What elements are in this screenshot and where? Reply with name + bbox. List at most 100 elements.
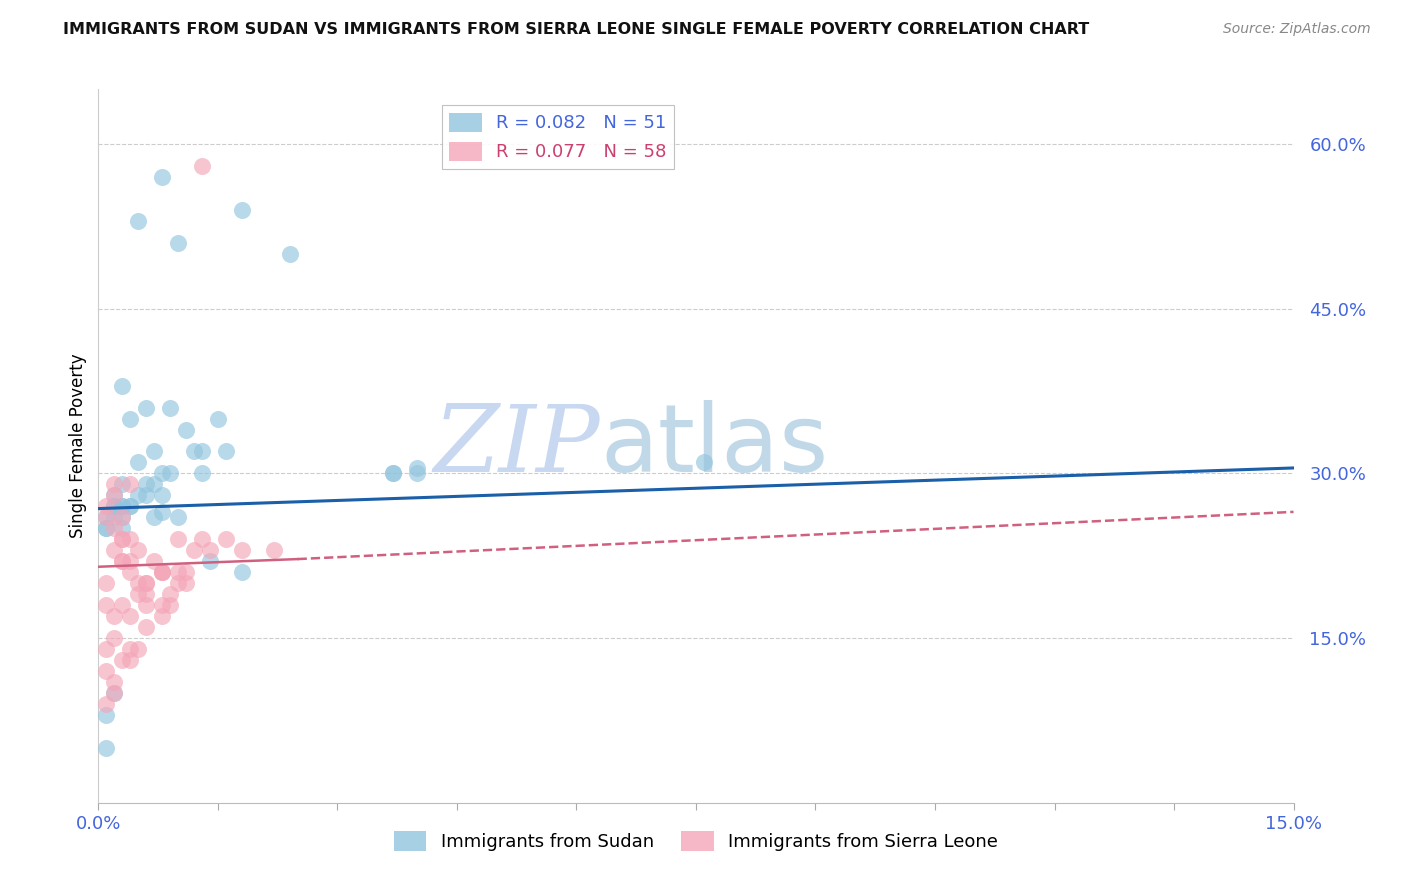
Point [167, 510, 190, 524]
Point [127, 455, 149, 469]
Y-axis label: Single Female Poverty: Single Female Poverty [69, 354, 87, 538]
Point [150, 488, 173, 502]
Point [127, 587, 149, 601]
Point [406, 461, 429, 475]
Point [174, 576, 197, 591]
Point [167, 533, 190, 547]
Point [111, 510, 134, 524]
Point [103, 631, 125, 645]
Point [135, 598, 157, 612]
Point [96, 521, 118, 535]
Point [96, 521, 118, 535]
Point [103, 510, 125, 524]
Text: ZIP: ZIP [433, 401, 600, 491]
Point [103, 477, 125, 491]
Point [96, 510, 118, 524]
Point [111, 500, 134, 514]
Point [143, 477, 166, 491]
Point [103, 609, 125, 624]
Point [198, 543, 221, 558]
Point [103, 500, 125, 514]
Point [263, 543, 285, 558]
Point [191, 533, 214, 547]
Point [135, 488, 157, 502]
Point [127, 488, 149, 502]
Point [150, 467, 173, 481]
Point [127, 214, 149, 228]
Point [215, 533, 238, 547]
Point [120, 642, 142, 657]
Point [120, 653, 142, 667]
Point [96, 708, 118, 723]
Point [127, 576, 149, 591]
Text: IMMIGRANTS FROM SUDAN VS IMMIGRANTS FROM SIERRA LEONE SINGLE FEMALE POVERTY CORR: IMMIGRANTS FROM SUDAN VS IMMIGRANTS FROM… [63, 22, 1090, 37]
Point [174, 566, 197, 580]
Point [111, 378, 134, 392]
Point [111, 598, 134, 612]
Point [135, 587, 157, 601]
Point [143, 444, 166, 458]
Point [96, 664, 118, 678]
Point [191, 467, 214, 481]
Point [167, 576, 190, 591]
Point [120, 477, 142, 491]
Point [120, 411, 142, 425]
Point [127, 543, 149, 558]
Point [406, 467, 429, 481]
Point [167, 235, 190, 250]
Point [150, 566, 173, 580]
Point [167, 566, 190, 580]
Point [96, 500, 118, 514]
Point [111, 554, 134, 568]
Point [96, 642, 118, 657]
Point [693, 455, 716, 469]
Point [143, 554, 166, 568]
Point [111, 500, 134, 514]
Point [231, 202, 253, 217]
Point [150, 566, 173, 580]
Point [111, 521, 134, 535]
Point [183, 543, 205, 558]
Point [120, 500, 142, 514]
Point [135, 401, 157, 415]
Point [96, 576, 118, 591]
Point [135, 620, 157, 634]
Point [159, 587, 181, 601]
Point [127, 642, 149, 657]
Point [103, 500, 125, 514]
Point [111, 653, 134, 667]
Point [150, 598, 173, 612]
Point [143, 510, 166, 524]
Point [191, 444, 214, 458]
Point [96, 510, 118, 524]
Point [278, 247, 301, 261]
Point [159, 401, 181, 415]
Legend: Immigrants from Sudan, Immigrants from Sierra Leone: Immigrants from Sudan, Immigrants from S… [387, 823, 1005, 858]
Point [111, 510, 134, 524]
Point [135, 576, 157, 591]
Point [207, 411, 229, 425]
Point [120, 609, 142, 624]
Point [135, 576, 157, 591]
Point [111, 533, 134, 547]
Point [159, 467, 181, 481]
Point [120, 554, 142, 568]
Point [174, 423, 197, 437]
Point [198, 554, 221, 568]
Point [150, 169, 173, 184]
Point [120, 566, 142, 580]
Point [103, 543, 125, 558]
Point [191, 159, 214, 173]
Point [111, 554, 134, 568]
Point [96, 697, 118, 711]
Point [120, 533, 142, 547]
Point [96, 598, 118, 612]
Point [150, 505, 173, 519]
Point [120, 500, 142, 514]
Point [96, 740, 118, 755]
Point [382, 467, 405, 481]
Text: atlas: atlas [600, 400, 828, 492]
Point [103, 488, 125, 502]
Point [382, 467, 405, 481]
Point [103, 488, 125, 502]
